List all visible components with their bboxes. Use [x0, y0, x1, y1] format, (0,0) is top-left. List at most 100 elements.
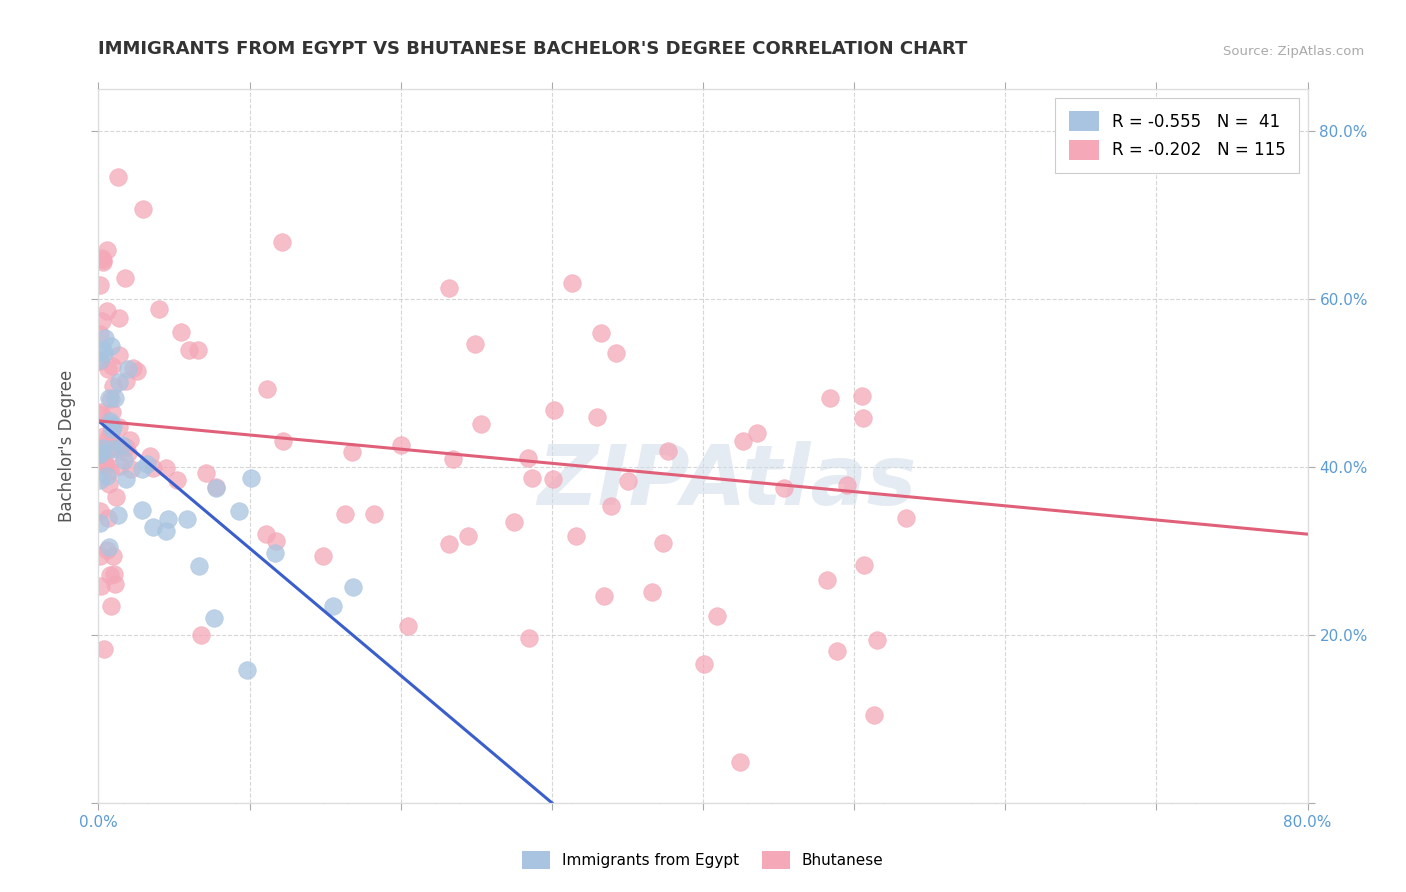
Point: [194, 466, 217, 480]
Point: [91, 251, 114, 265]
Point: [543, 472, 565, 486]
Point: [93, 331, 115, 345]
Point: [98, 392, 121, 406]
Point: [98, 568, 121, 582]
Point: [820, 391, 842, 405]
Point: [108, 375, 131, 389]
Point: [589, 326, 612, 341]
Point: [142, 461, 165, 475]
Point: [202, 611, 225, 625]
Point: [651, 535, 673, 549]
Point: [91, 441, 114, 455]
Point: [117, 361, 139, 376]
Point: [90, 442, 112, 457]
Point: [396, 619, 419, 633]
Point: [104, 490, 127, 504]
Point: [333, 507, 356, 521]
Point: [586, 410, 609, 425]
Text: ZIPAtlas: ZIPAtlas: [537, 442, 917, 522]
Point: [97, 362, 120, 376]
Legend: Immigrants from Egypt, Bhutanese: Immigrants from Egypt, Bhutanese: [516, 845, 890, 875]
Point: [93, 255, 115, 269]
Point: [89, 278, 111, 293]
Point: [852, 411, 875, 425]
Point: [263, 546, 285, 560]
Point: [108, 311, 131, 326]
Point: [264, 534, 287, 549]
Point: [97, 511, 120, 525]
Point: [107, 508, 129, 522]
Point: [93, 453, 115, 467]
Point: [91, 252, 114, 267]
Point: [605, 346, 627, 360]
Point: [190, 628, 212, 642]
Point: [851, 389, 873, 403]
Point: [464, 337, 486, 351]
Point: [166, 474, 188, 488]
Point: [176, 512, 198, 526]
Point: [96, 304, 118, 318]
Point: [271, 434, 294, 449]
Point: [90, 449, 112, 463]
Point: [131, 502, 153, 516]
Point: [93, 429, 115, 443]
Point: [239, 471, 262, 485]
Point: [815, 573, 838, 587]
Point: [457, 528, 479, 542]
Point: [96, 243, 118, 257]
Point: [156, 512, 179, 526]
Point: [108, 419, 131, 434]
Legend: R = -0.555   N =  41, R = -0.202   N = 115: R = -0.555 N = 41, R = -0.202 N = 115: [1056, 97, 1299, 173]
Point: [256, 382, 278, 396]
Point: [101, 405, 124, 419]
Point: [115, 441, 138, 455]
Point: [543, 403, 565, 417]
Point: [104, 576, 127, 591]
Point: [312, 549, 335, 563]
Point: [100, 417, 122, 431]
Point: [772, 482, 794, 496]
Point: [101, 359, 124, 373]
Point: [271, 235, 294, 249]
Point: [101, 442, 124, 456]
Point: [93, 346, 115, 360]
Point: [93, 641, 115, 656]
Text: IMMIGRANTS FROM EGYPT VS BHUTANESE BACHELOR'S DEGREE CORRELATION CHART: IMMIGRANTS FROM EGYPT VS BHUTANESE BACHE…: [98, 40, 967, 58]
Point: [131, 462, 153, 476]
Point: [100, 599, 122, 614]
Point: [437, 281, 460, 295]
Point: [561, 276, 583, 290]
Point: [114, 271, 136, 285]
Point: [565, 528, 588, 542]
Point: [120, 462, 142, 476]
Point: [516, 450, 538, 465]
Point: [204, 482, 226, 496]
Point: [96, 459, 118, 474]
Point: [517, 631, 540, 645]
Point: [108, 459, 131, 474]
Point: [470, 417, 492, 431]
Point: [363, 507, 385, 521]
Point: [101, 549, 124, 563]
Point: [90, 578, 112, 592]
Point: [121, 361, 143, 376]
Point: [103, 379, 125, 393]
Point: [177, 343, 200, 357]
Point: [96, 469, 118, 483]
Point: [228, 503, 250, 517]
Point: [101, 440, 124, 454]
Point: [101, 419, 124, 434]
Point: [441, 451, 464, 466]
Point: [256, 526, 278, 541]
Point: [170, 325, 193, 339]
Point: [641, 585, 664, 599]
Point: [89, 473, 111, 487]
Point: [100, 392, 122, 406]
Point: [100, 425, 122, 439]
Point: [90, 314, 112, 328]
Point: [117, 446, 139, 460]
Point: [112, 453, 135, 467]
Point: [104, 391, 127, 405]
Point: [866, 632, 889, 647]
Point: [894, 510, 917, 524]
